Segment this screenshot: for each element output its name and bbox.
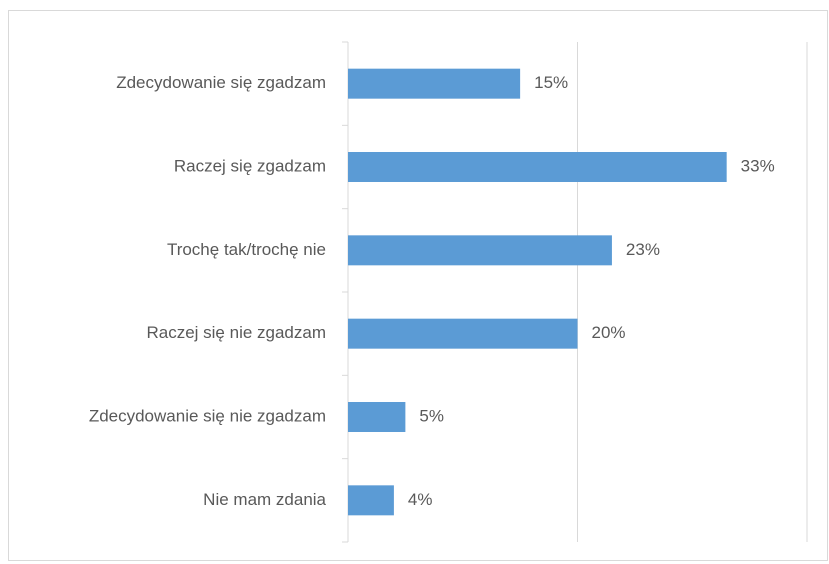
bar [348, 152, 727, 182]
bar [348, 318, 578, 349]
y-tick-label: Trochę tak/trochę nie [167, 240, 326, 259]
bar [348, 68, 521, 99]
data-label: 5% [419, 406, 444, 425]
y-tick-label: Raczej się zgadzam [174, 156, 326, 175]
y-tick-label: Nie mam zdania [203, 490, 326, 509]
bar [348, 402, 406, 432]
chart-border [8, 10, 828, 561]
bar [348, 235, 612, 266]
data-label: 15% [534, 73, 568, 92]
bar [348, 485, 394, 516]
data-label: 4% [408, 490, 433, 509]
data-label: 23% [626, 240, 660, 259]
y-tick-label: Zdecydowanie się nie zgadzam [89, 406, 326, 425]
data-label: 33% [741, 156, 775, 175]
y-tick-label: Zdecydowanie się zgadzam [116, 73, 326, 92]
y-tick-label: Raczej się nie zgadzam [146, 323, 326, 342]
data-label: 20% [592, 323, 626, 342]
